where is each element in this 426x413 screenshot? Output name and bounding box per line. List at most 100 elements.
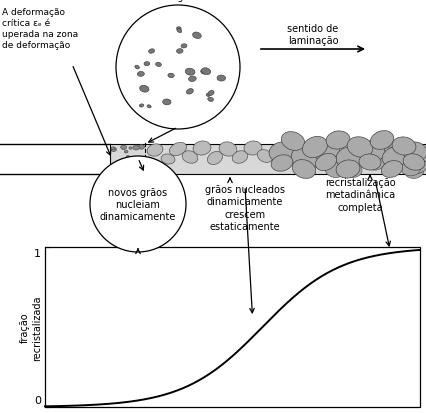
Ellipse shape [342,147,362,164]
Ellipse shape [206,94,210,97]
Ellipse shape [129,167,132,169]
Text: fração
recristalizada: fração recristalizada [20,294,42,360]
Ellipse shape [170,143,187,156]
Text: A deformação
crítica εₑ é
uperada na zona
de deformação: A deformação crítica εₑ é uperada na zon… [2,8,78,50]
Text: 1: 1 [34,248,41,259]
Ellipse shape [124,151,128,154]
Ellipse shape [381,161,403,178]
Ellipse shape [359,154,381,171]
Ellipse shape [133,146,139,151]
Ellipse shape [378,147,398,164]
Ellipse shape [219,142,237,157]
Ellipse shape [381,156,401,172]
Ellipse shape [403,154,425,171]
Ellipse shape [123,168,128,171]
Ellipse shape [176,50,183,54]
Ellipse shape [149,50,155,54]
Ellipse shape [244,142,262,156]
Ellipse shape [140,86,149,93]
Ellipse shape [189,77,196,82]
Ellipse shape [129,167,132,170]
Ellipse shape [281,132,305,151]
Text: 0: 0 [34,395,41,405]
Ellipse shape [404,163,424,179]
Ellipse shape [137,72,144,77]
Ellipse shape [342,162,362,178]
Ellipse shape [193,33,201,39]
Ellipse shape [130,169,138,175]
Ellipse shape [185,69,195,76]
Ellipse shape [138,145,144,150]
Ellipse shape [232,152,248,164]
Text: grãos nucleados
dinamicamente
crescem
estaticamente: grãos nucleados dinamicamente crescem es… [205,185,285,232]
Ellipse shape [208,98,213,102]
Ellipse shape [182,152,198,164]
Ellipse shape [201,71,206,75]
Ellipse shape [147,145,163,157]
Ellipse shape [118,168,124,172]
Text: recristalização
metadinâmica
completa: recristalização metadinâmica completa [325,178,395,212]
Ellipse shape [116,170,120,173]
Ellipse shape [115,163,120,166]
Ellipse shape [314,141,340,162]
Ellipse shape [155,63,161,67]
Ellipse shape [336,147,364,170]
Ellipse shape [292,160,316,179]
Ellipse shape [208,91,214,96]
Ellipse shape [129,147,132,150]
Ellipse shape [123,163,128,167]
Ellipse shape [201,69,211,76]
Ellipse shape [181,45,187,49]
Ellipse shape [111,148,116,152]
Ellipse shape [177,29,182,33]
Ellipse shape [217,76,225,82]
Ellipse shape [144,62,150,66]
Ellipse shape [281,145,301,161]
Ellipse shape [336,161,360,179]
Ellipse shape [126,165,132,170]
Ellipse shape [401,159,421,174]
Ellipse shape [382,147,408,168]
Ellipse shape [401,160,421,176]
Ellipse shape [392,138,416,156]
Bar [110,145,426,175]
Ellipse shape [370,131,394,150]
Ellipse shape [136,166,140,169]
Ellipse shape [168,74,174,78]
Ellipse shape [271,155,293,172]
Ellipse shape [339,154,359,171]
Ellipse shape [359,142,385,162]
Ellipse shape [121,146,127,150]
Ellipse shape [147,106,151,109]
Ellipse shape [114,163,118,167]
Ellipse shape [135,66,139,70]
Ellipse shape [257,150,273,163]
Text: ponto de
descarregamento: ponto de descarregamento [135,0,221,2]
Ellipse shape [161,154,175,165]
Ellipse shape [269,142,295,163]
Ellipse shape [139,104,144,108]
Ellipse shape [193,142,211,156]
Ellipse shape [407,158,426,174]
Bar [45,247,420,407]
Ellipse shape [187,89,193,95]
Circle shape [116,6,240,130]
Text: novos grãos
nucleiam
dinamicamente: novos grãos nucleiam dinamicamente [100,187,176,222]
Ellipse shape [291,147,319,170]
Ellipse shape [347,138,373,158]
Ellipse shape [325,162,345,178]
Ellipse shape [403,142,426,163]
Ellipse shape [176,28,181,31]
Ellipse shape [163,100,171,106]
Ellipse shape [310,153,330,169]
Ellipse shape [365,155,385,171]
Ellipse shape [111,147,115,150]
Ellipse shape [207,152,222,165]
Ellipse shape [127,156,130,159]
Ellipse shape [316,154,337,171]
Ellipse shape [326,132,350,150]
Ellipse shape [299,152,320,168]
Ellipse shape [302,137,328,158]
Ellipse shape [130,163,135,166]
Circle shape [90,157,186,252]
